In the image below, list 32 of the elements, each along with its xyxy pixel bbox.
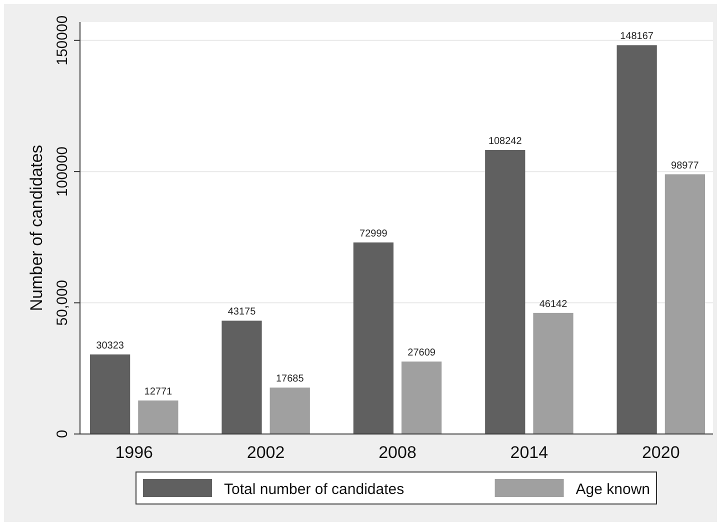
- x-tick-label: 1996: [115, 443, 154, 462]
- data-label: 108242: [488, 136, 522, 147]
- data-label: 46142: [539, 298, 568, 310]
- bar: [616, 45, 657, 434]
- data-label: 72999: [360, 228, 388, 240]
- legend-label: Age known: [576, 481, 650, 498]
- bar: [402, 362, 442, 434]
- bar: [485, 150, 526, 434]
- y-tick-label: 50,000: [54, 280, 71, 326]
- y-tick-label: 0: [54, 430, 71, 438]
- data-label: 27609: [408, 348, 436, 359]
- x-tick-label: 2014: [510, 443, 548, 462]
- y-axis-title: Number of candidates: [27, 144, 46, 312]
- data-label: 17685: [276, 374, 304, 385]
- bar: [270, 388, 310, 434]
- bar: [533, 312, 574, 434]
- x-tick-label: 2020: [642, 443, 680, 462]
- bar: [222, 320, 262, 434]
- y-tick-label: 100000: [54, 146, 71, 197]
- bar: [90, 354, 130, 434]
- x-tick-label: 2008: [378, 443, 416, 462]
- legend-label: Total number of candidates: [224, 481, 404, 498]
- bar: [138, 400, 178, 434]
- x-tick-label: 2002: [246, 443, 285, 462]
- data-label: 30323: [96, 340, 124, 352]
- data-label: 43175: [228, 306, 256, 318]
- bar: [664, 174, 705, 434]
- data-label: 12771: [144, 386, 173, 398]
- y-tick-label: 150000: [54, 15, 71, 66]
- data-label: 148167: [620, 31, 654, 42]
- data-label: 98977: [671, 160, 700, 172]
- bar: [353, 242, 394, 434]
